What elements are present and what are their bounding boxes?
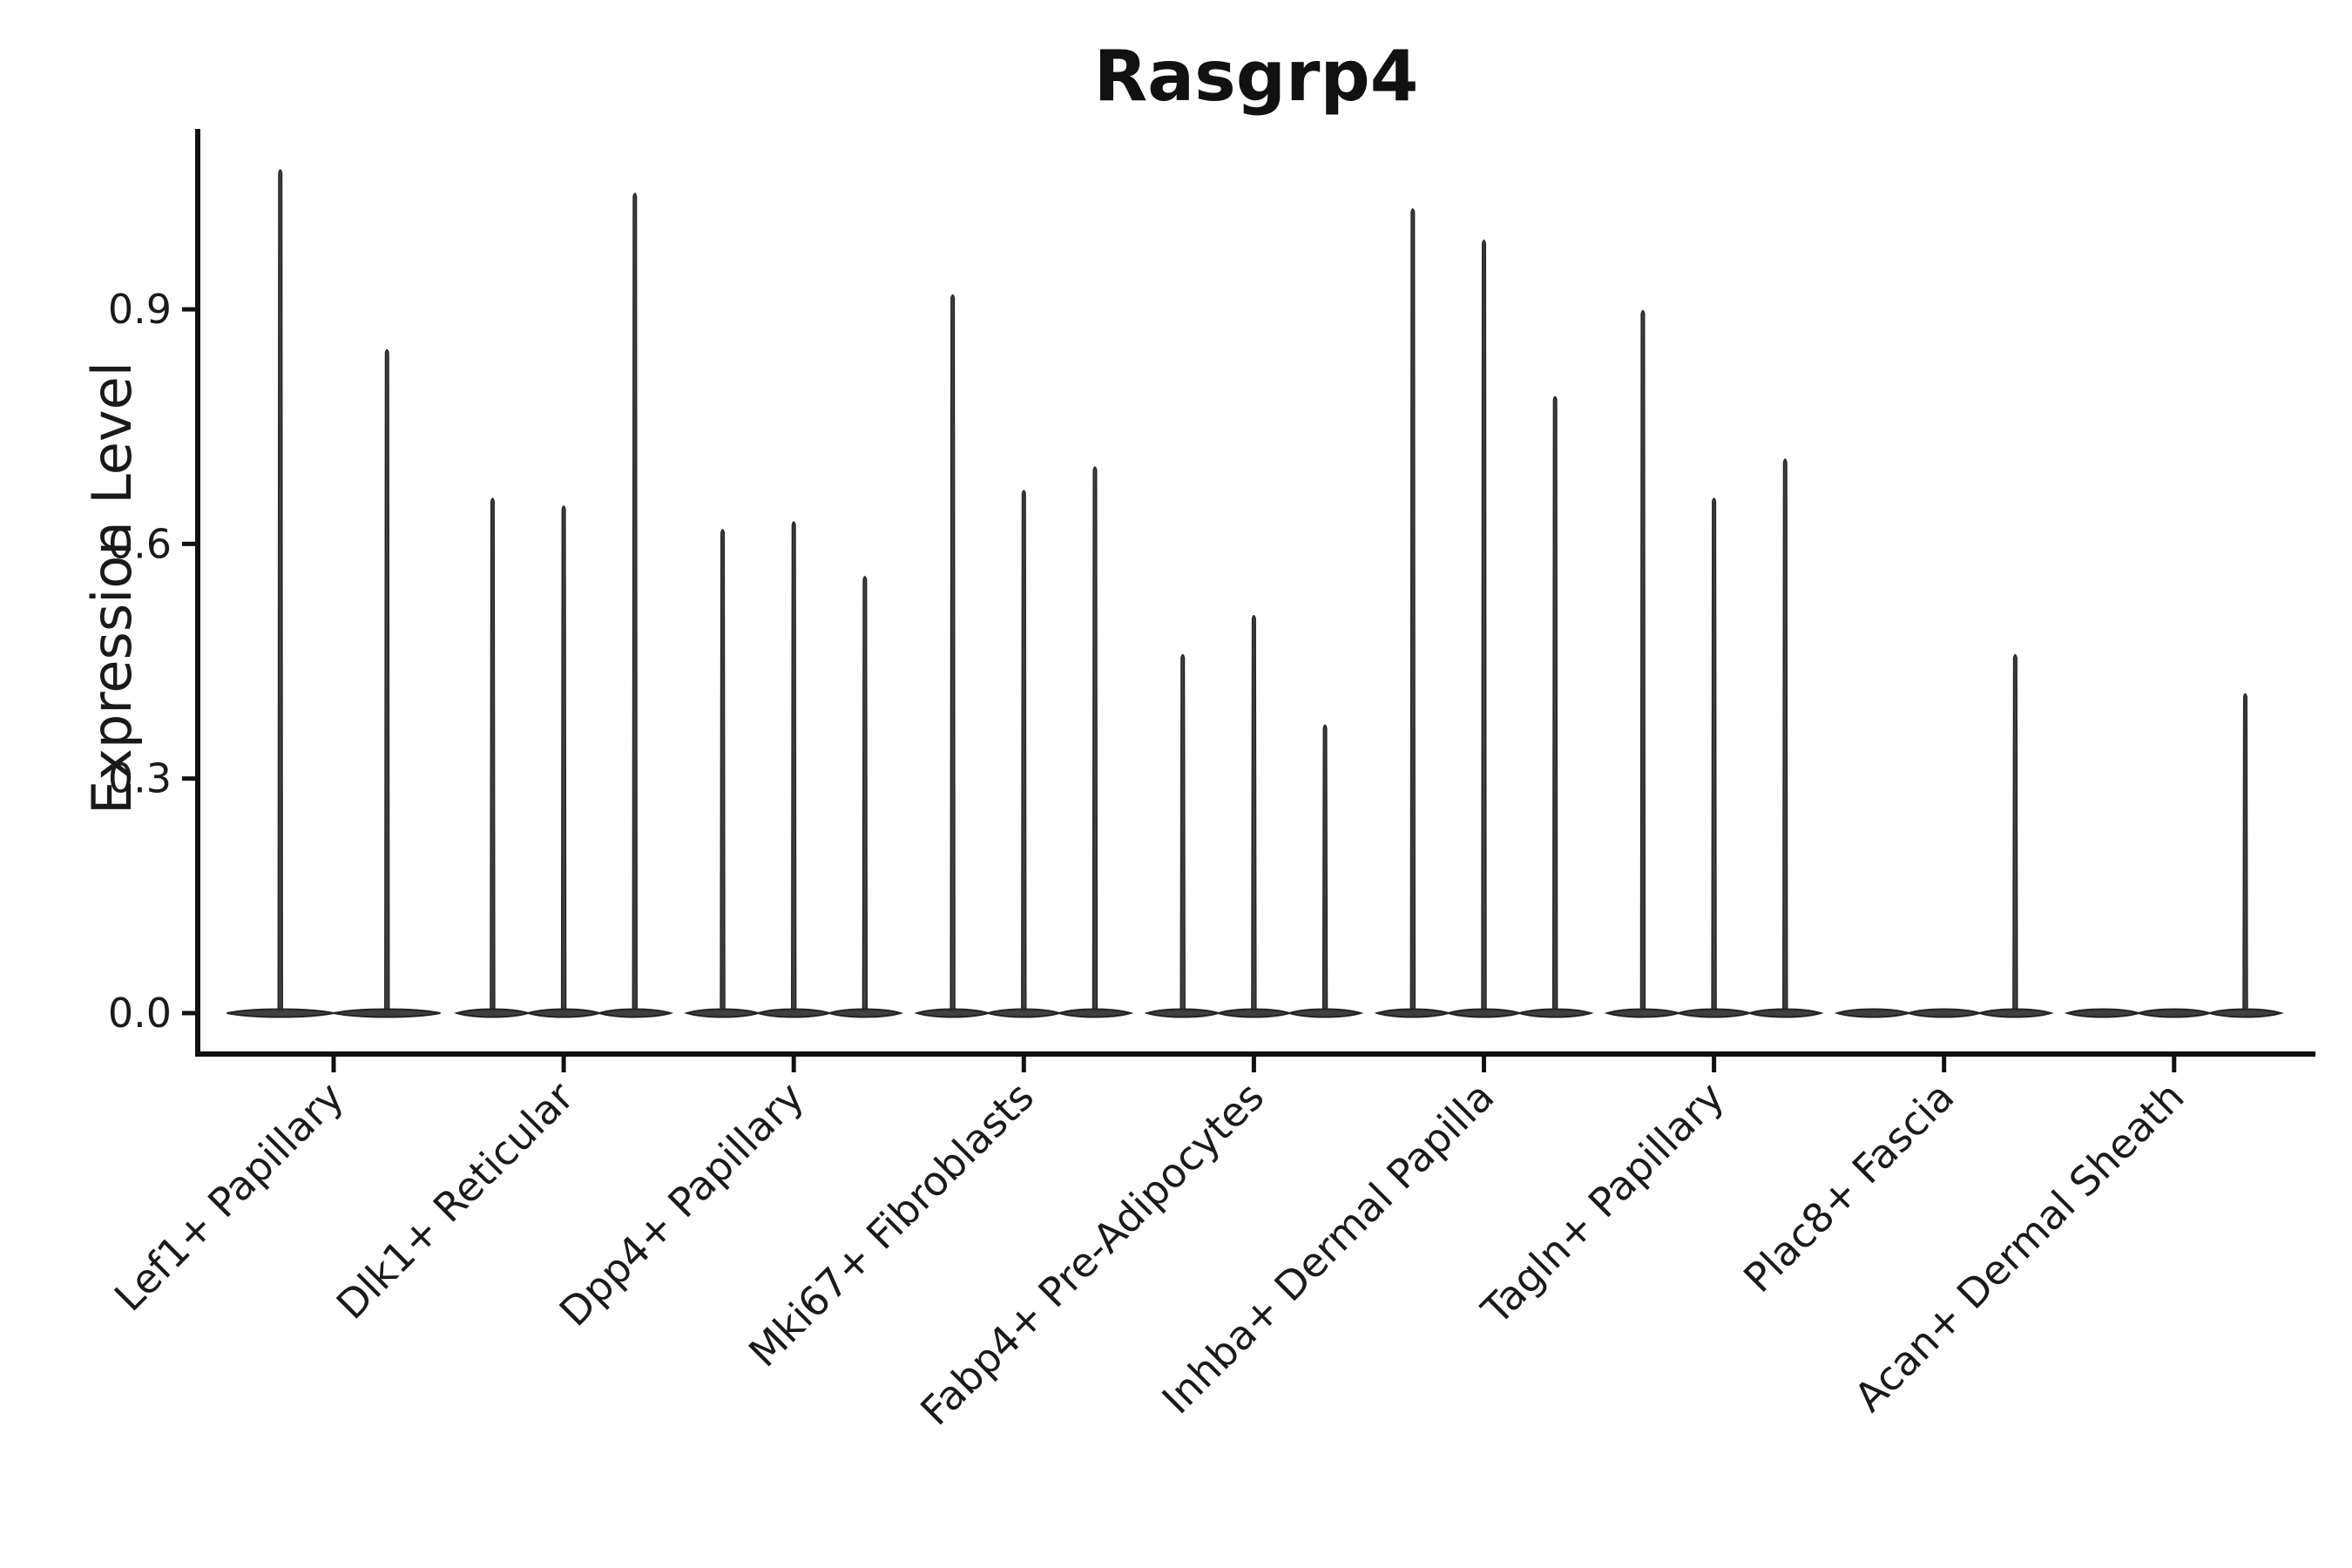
violin-base — [1445, 1008, 1523, 1018]
violin-spike — [632, 193, 638, 1012]
violin-base — [1516, 1008, 1594, 1018]
violin-spike — [277, 169, 283, 1012]
y-axis-label: Expression Level — [80, 362, 144, 814]
violin-base — [1746, 1008, 1824, 1018]
violins — [226, 169, 2284, 1018]
violin-base — [1834, 1008, 1912, 1018]
violin-spike — [1481, 240, 1487, 1012]
violin-spike — [1711, 497, 1717, 1012]
violin-spike — [2242, 693, 2248, 1012]
x-tick-label: Dpp4+ Papillary — [551, 1073, 813, 1335]
violin-base — [1215, 1008, 1293, 1018]
violin-spike — [720, 529, 726, 1012]
chart-title: Rasgrp4 — [1094, 36, 1419, 117]
violin-base — [2135, 1008, 2213, 1018]
y-tick-label: 0.6 — [108, 520, 172, 567]
violin — [1905, 1008, 1984, 1018]
violin-base — [226, 1008, 335, 1018]
violin-spike — [1092, 466, 1098, 1012]
violin — [524, 505, 603, 1018]
violin-base — [1905, 1008, 1984, 1018]
violin-base — [333, 1008, 441, 1018]
violin-spike — [384, 348, 390, 1012]
violin-base — [826, 1008, 904, 1018]
violin-spike — [1409, 208, 1416, 1012]
violin-base — [1675, 1008, 1753, 1018]
violin-base — [1976, 1008, 2054, 1018]
y-tick-label: 0.9 — [108, 286, 172, 333]
y-axis-ticks: 0.0 0.3 0.6 0.9 — [108, 286, 198, 1037]
violin — [333, 348, 441, 1018]
y-tick-label: 0.3 — [108, 755, 172, 802]
violin — [2207, 693, 2284, 1018]
violin-base — [596, 1008, 674, 1018]
violin — [1516, 395, 1594, 1018]
violin — [596, 193, 674, 1018]
violin — [2064, 1008, 2142, 1018]
violin — [914, 294, 992, 1018]
violin-spike — [950, 294, 956, 1012]
violin-base — [1144, 1008, 1222, 1018]
violin-base — [684, 1008, 761, 1018]
violin-spike — [1551, 395, 1558, 1012]
violin — [1374, 208, 1452, 1018]
violin — [226, 169, 335, 1018]
violin — [1056, 466, 1134, 1018]
violin — [984, 490, 1063, 1018]
violin-base — [984, 1008, 1063, 1018]
violin-spike — [1179, 653, 1186, 1012]
violin-spike — [1021, 490, 1027, 1012]
violin-base — [2064, 1008, 2142, 1018]
violin — [1215, 614, 1293, 1018]
violin-spike — [1639, 309, 1646, 1012]
violin — [826, 576, 904, 1018]
violin-spike — [1782, 458, 1788, 1012]
violin — [1144, 653, 1222, 1018]
violin-base — [1056, 1008, 1134, 1018]
violin-base — [454, 1008, 531, 1018]
violin-base — [524, 1008, 603, 1018]
violin-spike — [1251, 614, 1257, 1012]
violin-base — [2207, 1008, 2284, 1018]
violin-spike — [490, 497, 496, 1012]
x-tick-label: Plac8+ Fascia — [1734, 1073, 1963, 1301]
violin-base — [1374, 1008, 1452, 1018]
violin-base — [914, 1008, 992, 1018]
violin-spike — [790, 521, 797, 1012]
x-tick-label: Dlk1+ Reticular — [328, 1073, 583, 1328]
violin-spike — [2012, 653, 2018, 1012]
violin-spike — [862, 576, 868, 1012]
violin-base — [1604, 1008, 1682, 1018]
x-tick-label: Lef1+ Papillary — [105, 1073, 353, 1321]
violin — [1286, 724, 1364, 1018]
violin-base — [1286, 1008, 1364, 1018]
violin — [454, 497, 531, 1018]
violin — [1834, 1008, 1912, 1018]
violin-spike — [560, 505, 567, 1012]
x-tick-label: Tagln+ Papillary — [1472, 1073, 1734, 1335]
violin-spike — [1321, 724, 1328, 1012]
violin — [1746, 458, 1824, 1018]
violin — [1445, 240, 1523, 1018]
violin — [1976, 653, 2054, 1018]
violin-base — [754, 1008, 833, 1018]
violin — [1604, 309, 1682, 1018]
violin — [2135, 1008, 2213, 1018]
violin — [684, 529, 761, 1018]
y-tick-label: 0.0 — [108, 990, 172, 1037]
violin — [754, 521, 833, 1018]
violin — [1675, 497, 1753, 1018]
